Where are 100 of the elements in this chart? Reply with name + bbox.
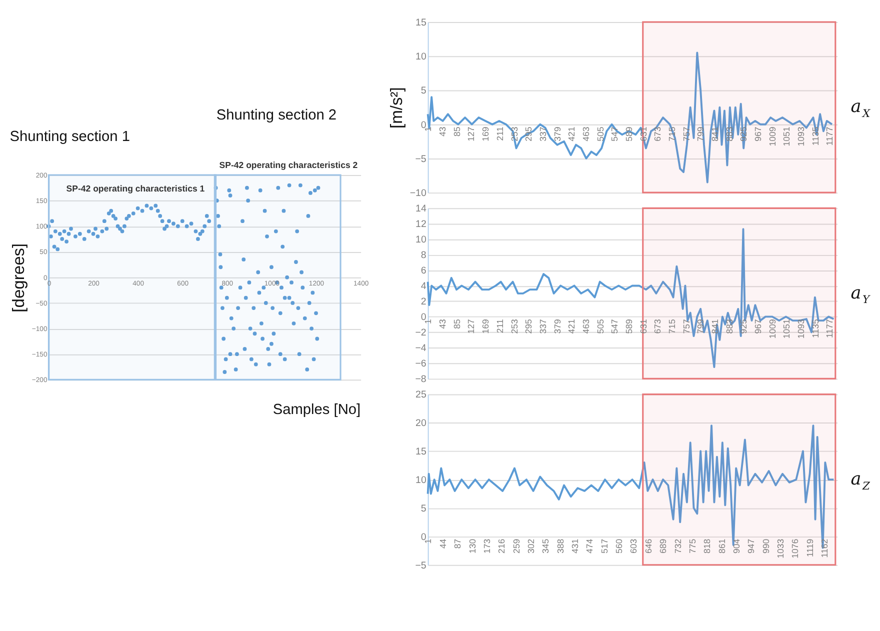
y-tick-label: −4 <box>415 343 427 354</box>
point <box>144 204 149 208</box>
y-axis-title: [degrees] <box>9 243 28 312</box>
x-tick-label: 295 <box>524 126 534 142</box>
point <box>196 237 200 241</box>
x-tick-label: 799 <box>696 126 706 142</box>
point <box>114 216 118 220</box>
x-tick-label: 379 <box>552 319 562 334</box>
y-tick-label: −5 <box>415 154 426 165</box>
y-tick-label: 25 <box>416 390 426 401</box>
x-tick-label: 1177 <box>824 126 835 146</box>
x-tick-label: 1162 <box>820 538 830 558</box>
point <box>96 234 100 238</box>
x-tick-label: 130 <box>467 538 478 554</box>
x-tick-label: 474 <box>584 538 595 554</box>
point <box>136 206 140 210</box>
x-tick-label: 631 <box>638 319 648 334</box>
x-tick-label: 1135 <box>810 319 820 338</box>
x-tick-label: 345 <box>540 538 551 554</box>
point <box>91 232 96 236</box>
chart-subtitle: SP-42 operating characteristics 2 <box>219 160 358 170</box>
y-tick-label: 6 <box>420 266 426 277</box>
point <box>162 226 167 231</box>
point <box>154 204 158 208</box>
y-tick-label: 10 <box>416 234 427 246</box>
point <box>167 219 171 224</box>
x-tick-label: 757 <box>681 319 692 334</box>
x-tick-label: 337 <box>538 126 548 142</box>
x-tick-label: 603 <box>628 538 639 554</box>
x-tick-label: 379 <box>552 126 562 142</box>
x-tick-label: 1 <box>423 126 434 132</box>
point <box>82 237 86 241</box>
point <box>160 219 164 224</box>
x-axis-title: Samples [No] <box>272 402 361 418</box>
x-tick-label: 883 <box>724 319 734 334</box>
point <box>60 237 64 241</box>
point <box>104 226 109 231</box>
x-tick-label: 841 <box>710 319 720 334</box>
line-series <box>426 52 833 184</box>
point <box>109 208 114 213</box>
x-tick-label: 841 <box>710 126 720 142</box>
x-tick-label: 44 <box>438 538 448 549</box>
point <box>52 244 56 249</box>
y-tick-label: 10 <box>416 52 427 63</box>
x-tick-label: 302 <box>526 538 536 554</box>
point <box>189 222 194 226</box>
point <box>158 214 162 218</box>
x-tick-label: 337 <box>538 319 548 334</box>
x-tick-label: 127 <box>466 319 476 334</box>
point <box>156 208 160 213</box>
y-tick-label: −10 <box>410 188 427 199</box>
point <box>100 229 104 234</box>
x-tick-label: 127 <box>466 126 476 142</box>
x-tick-label: 253 <box>509 126 520 142</box>
x-tick-label: 85 <box>452 126 462 137</box>
point <box>180 219 184 224</box>
point <box>53 229 58 234</box>
line-series <box>426 228 835 368</box>
y-tick-label: 14 <box>416 204 427 215</box>
x-tick-label: 169 <box>480 319 491 334</box>
point <box>131 211 136 216</box>
y-tick-label: 15 <box>416 446 426 458</box>
point <box>64 240 68 244</box>
x-tick-label: 43 <box>438 126 448 137</box>
x-tick-label: 799 <box>696 319 706 334</box>
x-tick-label: 732 <box>672 538 683 554</box>
x-tick-label: 775 <box>687 538 698 554</box>
x-tick-label: 589 <box>624 126 634 142</box>
x-tick-label: 259 <box>511 538 522 554</box>
point <box>198 232 202 236</box>
point <box>124 216 129 220</box>
x-tick-label: 1009 <box>767 319 778 339</box>
x-tick-label: 673 <box>652 319 663 334</box>
y-tick-label: −8 <box>415 374 426 386</box>
text: Shunting section 2 <box>216 107 337 124</box>
x-tick-label: 1033 <box>776 538 786 558</box>
point <box>122 224 126 228</box>
x-tick-label: 1093 <box>796 126 806 146</box>
point <box>184 224 189 228</box>
x-tick-label: 295 <box>524 319 534 334</box>
x-tick-label: 547 <box>610 319 620 334</box>
x-tick-label: 715 <box>666 126 677 142</box>
x-tick-label: 818 <box>702 538 712 554</box>
x-tick-label: 689 <box>658 538 668 554</box>
x-tick-label: 169 <box>480 126 491 142</box>
x-tick-label: 947 <box>746 538 756 554</box>
text: Shunting section 1 <box>10 128 130 145</box>
point <box>204 214 209 218</box>
x-tick-label: 505 <box>595 319 606 334</box>
x-tick-label: 505 <box>595 126 606 142</box>
point <box>94 226 98 231</box>
x-tick-label: 517 <box>599 538 610 554</box>
y-tick-label: 4 <box>420 281 427 292</box>
point <box>86 229 91 234</box>
y-tick-label: −6 <box>415 358 426 370</box>
x-tick-label: 211 <box>494 319 505 334</box>
x-tick-label: 1009 <box>767 126 778 146</box>
x-tick-label: 925 <box>738 126 749 142</box>
x-tick-label: 967 <box>752 319 763 334</box>
x-tick-label: 715 <box>666 319 677 334</box>
